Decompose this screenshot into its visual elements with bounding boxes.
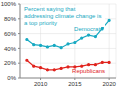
svg-text:40%: 40% xyxy=(8,46,17,52)
svg-text:Republicans: Republicans xyxy=(72,68,105,74)
svg-text:80%: 80% xyxy=(8,16,17,22)
svg-text:0%: 0% xyxy=(8,75,17,81)
svg-text:Democrats: Democrats xyxy=(74,26,104,33)
svg-text:2020: 2020 xyxy=(102,81,112,87)
svg-text:60%: 60% xyxy=(8,31,17,37)
svg-text:2015: 2015 xyxy=(68,81,82,87)
html-text:Percent saying that addressing: Percent saying that addressing climate c… xyxy=(24,6,102,26)
svg-text:100%: 100% xyxy=(8,1,17,7)
svg-text:20%: 20% xyxy=(8,60,17,66)
svg-text:2010: 2010 xyxy=(34,81,48,87)
